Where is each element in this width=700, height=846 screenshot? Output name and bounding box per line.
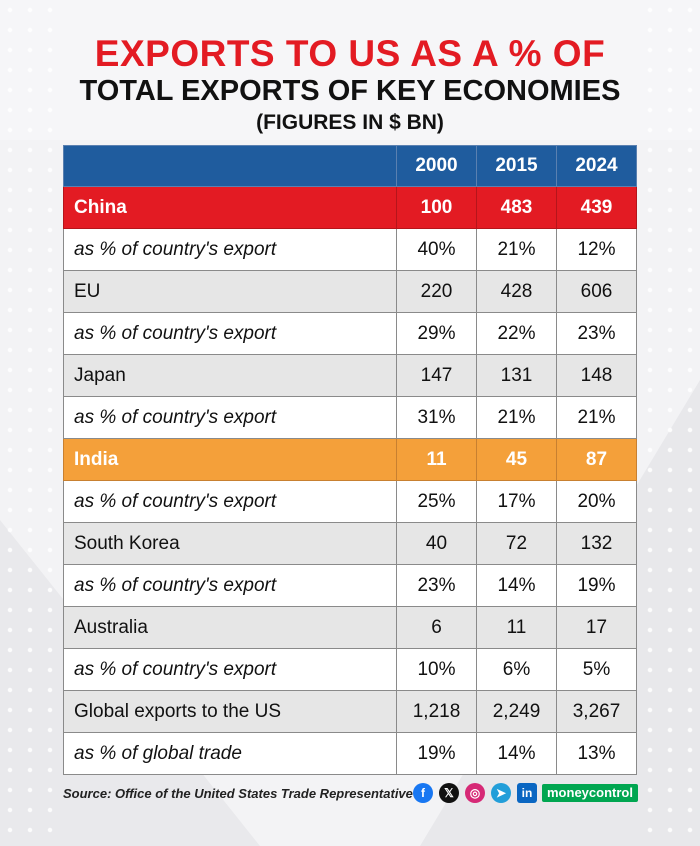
table-row: as % of country's export 10% 6% 5% <box>63 648 637 691</box>
table-row: as % of country's export 25% 17% 20% <box>63 480 637 523</box>
value-cell: 45 <box>476 438 557 481</box>
value-cell: 17 <box>556 606 637 649</box>
value-cell: 439 <box>556 186 637 229</box>
value-cell: 14% <box>476 564 557 607</box>
value-cell: 1,218 <box>396 690 477 733</box>
value-cell: 100 <box>396 186 477 229</box>
value-cell: 31% <box>396 396 477 439</box>
value-cell: 428 <box>476 270 557 313</box>
dot-pattern-right <box>640 0 700 846</box>
exports-table: 2000 2015 2024 China 100 483 439 as % of cou… <box>63 145 637 775</box>
value-cell: 6 <box>396 606 477 649</box>
value-cell: 483 <box>476 186 557 229</box>
table-row: as % of country's export 40% 21% 12% <box>63 228 637 271</box>
value-cell: 11 <box>476 606 557 649</box>
row-label: Australia <box>63 606 397 649</box>
title-line-2: TOTAL EXPORTS OF KEY ECONOMIES <box>79 75 621 107</box>
table-row: India 11 45 87 <box>63 438 637 481</box>
facebook-icon[interactable]: f <box>413 783 433 803</box>
source-note: Source: Office of the United States Trad… <box>63 786 413 801</box>
value-cell: 20% <box>556 480 637 523</box>
value-cell: 21% <box>556 396 637 439</box>
value-cell: 6% <box>476 648 557 691</box>
instagram-icon[interactable]: ◎ <box>465 783 485 803</box>
value-cell: 147 <box>396 354 477 397</box>
moneycontrol-logo: moneycontrol <box>542 784 638 802</box>
row-label: China <box>63 186 397 229</box>
value-cell: 17% <box>476 480 557 523</box>
value-cell: 14% <box>476 732 557 775</box>
table-row: as % of country's export 31% 21% 21% <box>63 396 637 439</box>
value-cell: 87 <box>556 438 637 481</box>
value-cell: 23% <box>556 312 637 355</box>
value-cell: 40% <box>396 228 477 271</box>
table-row: China 100 483 439 <box>63 186 637 229</box>
table-header-row: 2000 2015 2024 <box>63 145 637 187</box>
table-row: South Korea 40 72 132 <box>63 522 637 565</box>
row-label: as % of global trade <box>63 732 397 775</box>
telegram-icon[interactable]: ➤ <box>491 783 511 803</box>
value-cell: 11 <box>396 438 477 481</box>
header-cell-year: 2015 <box>476 145 557 187</box>
value-cell: 21% <box>476 396 557 439</box>
value-cell: 5% <box>556 648 637 691</box>
row-label: EU <box>63 270 397 313</box>
title-line-1: EXPORTS TO US AS A % OF <box>94 33 606 74</box>
table-row: as % of global trade 19% 14% 13% <box>63 732 637 775</box>
table-row: Australia 6 11 17 <box>63 606 637 649</box>
value-cell: 72 <box>476 522 557 565</box>
value-cell: 606 <box>556 270 637 313</box>
value-cell: 220 <box>396 270 477 313</box>
footer: Source: Office of the United States Trad… <box>63 781 638 807</box>
title-line-3: (FIGURES IN $ BN) <box>256 111 444 134</box>
row-label: as % of country's export <box>63 396 397 439</box>
value-cell: 25% <box>396 480 477 523</box>
table-row: EU 220 428 606 <box>63 270 637 313</box>
value-cell: 10% <box>396 648 477 691</box>
value-cell: 19% <box>556 564 637 607</box>
value-cell: 148 <box>556 354 637 397</box>
table-row: Global exports to the US 1,218 2,249 3,267 <box>63 690 637 733</box>
row-label: as % of country's export <box>63 564 397 607</box>
value-cell: 29% <box>396 312 477 355</box>
value-cell: 131 <box>476 354 557 397</box>
table-row: as % of country's export 23% 14% 19% <box>63 564 637 607</box>
value-cell: 13% <box>556 732 637 775</box>
header-cell-year: 2000 <box>396 145 477 187</box>
row-label: India <box>63 438 397 481</box>
table-row: Japan 147 131 148 <box>63 354 637 397</box>
value-cell: 132 <box>556 522 637 565</box>
row-label: as % of country's export <box>63 648 397 691</box>
row-label: Japan <box>63 354 397 397</box>
header-cell-label <box>63 145 397 187</box>
row-label: as % of country's export <box>63 480 397 523</box>
value-cell: 21% <box>476 228 557 271</box>
value-cell: 2,249 <box>476 690 557 733</box>
x-icon[interactable]: 𝕏 <box>439 783 459 803</box>
value-cell: 12% <box>556 228 637 271</box>
value-cell: 19% <box>396 732 477 775</box>
row-label: as % of country's export <box>63 228 397 271</box>
row-label: as % of country's export <box>63 312 397 355</box>
value-cell: 40 <box>396 522 477 565</box>
value-cell: 22% <box>476 312 557 355</box>
dot-pattern-left <box>0 0 60 846</box>
value-cell: 3,267 <box>556 690 637 733</box>
linkedin-icon[interactable]: in <box>517 783 537 803</box>
table-row: as % of country's export 29% 22% 23% <box>63 312 637 355</box>
header-cell-year: 2024 <box>556 145 637 187</box>
row-label: South Korea <box>63 522 397 565</box>
row-label: Global exports to the US <box>63 690 397 733</box>
value-cell: 23% <box>396 564 477 607</box>
